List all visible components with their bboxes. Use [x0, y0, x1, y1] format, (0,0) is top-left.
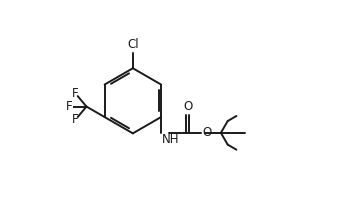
Text: O: O	[203, 126, 212, 139]
Text: F: F	[72, 87, 79, 100]
Text: O: O	[183, 100, 192, 113]
Text: F: F	[72, 113, 79, 126]
Text: F: F	[66, 100, 73, 113]
Text: Cl: Cl	[127, 38, 139, 51]
Text: NH: NH	[162, 134, 179, 146]
